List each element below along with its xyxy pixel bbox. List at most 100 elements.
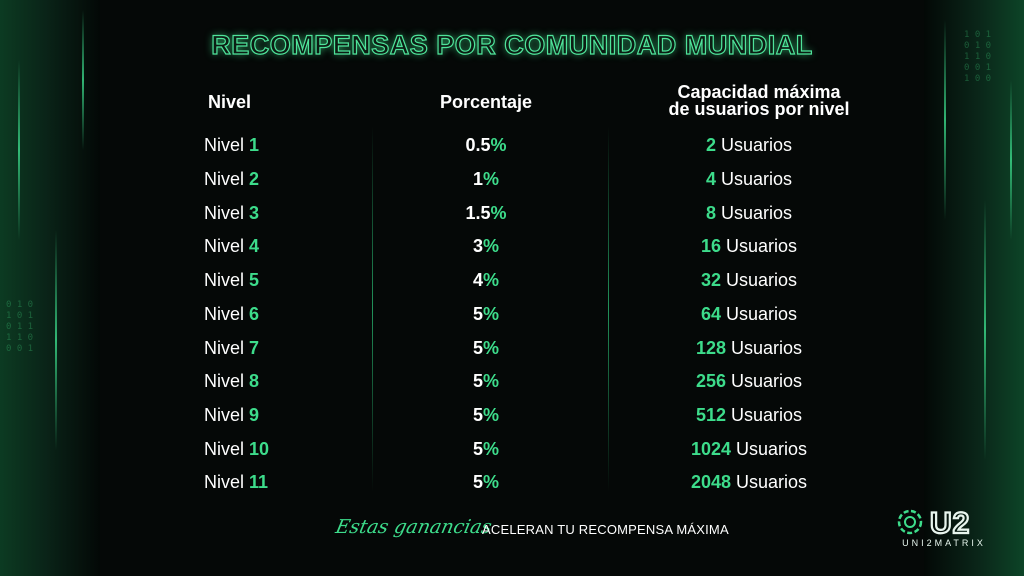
header-nivel: Nivel xyxy=(208,92,252,112)
percentage-cell: 3% xyxy=(398,236,574,257)
level-label: Nivel xyxy=(204,472,245,492)
capacity-cell: 4 Usuarios xyxy=(614,169,884,190)
header-capacidad-line1: Capacidad máxima xyxy=(677,82,841,102)
level-label: Nivel xyxy=(204,439,245,459)
percentage-cell: 5% xyxy=(398,472,574,493)
percentage-cell: 5% xyxy=(398,304,574,325)
logo-mark: U2 xyxy=(930,507,970,540)
capacity-cell: 256 Usuarios xyxy=(614,371,884,392)
capacity-value: 256 xyxy=(695,371,726,391)
capacity-value: 16 xyxy=(700,236,721,256)
capacity-value: 512 xyxy=(695,405,726,425)
capacity-unit: Usuarios xyxy=(721,203,793,223)
footer-script-text: Estas ganancias xyxy=(333,516,494,538)
percentage-value: 5 xyxy=(472,472,483,492)
percent-sign: % xyxy=(490,135,507,155)
percentage-cell: 5% xyxy=(398,439,574,460)
percentage-cell: 5% xyxy=(398,338,574,359)
footer-tagline: ACELERAN TU RECOMPENSA MÁXIMA xyxy=(482,522,729,537)
capacity-unit: Usuarios xyxy=(731,338,803,358)
column-divider xyxy=(608,126,609,492)
capacity-cell: 16 Usuarios xyxy=(614,236,884,257)
capacity-cell: 1024 Usuarios xyxy=(614,439,884,460)
percentage-cell: 5% xyxy=(398,371,574,392)
percentage-value: 5 xyxy=(472,371,483,391)
level-cell: Nivel 6 xyxy=(204,304,259,325)
level-number: 5 xyxy=(249,270,260,290)
capacity-unit: Usuarios xyxy=(721,135,793,155)
header-capacidad: Capacidad máxima de usuarios por nivel xyxy=(624,82,894,119)
capacity-cell: 128 Usuarios xyxy=(614,338,884,359)
capacity-cell: 64 Usuarios xyxy=(614,304,884,325)
capacity-cell: 8 Usuarios xyxy=(614,203,884,224)
capacity-unit: Usuarios xyxy=(721,169,793,189)
level-label: Nivel xyxy=(204,236,245,256)
percentage-value: 4 xyxy=(472,270,483,290)
level-label: Nivel xyxy=(204,338,245,358)
percent-sign: % xyxy=(483,472,500,492)
level-number: 8 xyxy=(249,371,260,391)
percentage-cell: 0.5% xyxy=(398,135,574,156)
table-row: Nivel 8 5% 256 Usuarios xyxy=(0,371,1024,401)
table-row: Nivel 2 1% 4 Usuarios xyxy=(0,169,1024,199)
level-cell: Nivel 10 xyxy=(204,439,269,460)
percentage-value: 5 xyxy=(472,304,483,324)
percentage-value: 1 xyxy=(472,169,483,189)
level-cell: Nivel 2 xyxy=(204,169,259,190)
level-label: Nivel xyxy=(204,405,245,425)
percentage-value: 5 xyxy=(472,405,483,425)
capacity-value: 2048 xyxy=(690,472,731,492)
level-label: Nivel xyxy=(204,371,245,391)
level-label: Nivel xyxy=(204,304,245,324)
percent-sign: % xyxy=(483,338,500,358)
level-cell: Nivel 8 xyxy=(204,371,259,392)
capacity-cell: 2048 Usuarios xyxy=(614,472,884,493)
percentage-cell: 1.5% xyxy=(398,203,574,224)
capacity-unit: Usuarios xyxy=(726,304,798,324)
table-row: Nivel 6 5% 64 Usuarios xyxy=(0,304,1024,334)
capacity-cell: 32 Usuarios xyxy=(614,270,884,291)
percentage-value: 5 xyxy=(472,338,483,358)
capacity-value: 1024 xyxy=(690,439,731,459)
percentage-cell: 4% xyxy=(398,270,574,291)
percent-sign: % xyxy=(483,169,500,189)
right-matrix-panel: 1 0 1 0 1 0 1 1 0 0 0 1 1 0 0 xyxy=(924,0,1024,576)
level-number: 11 xyxy=(249,472,269,492)
percentage-value: 1.5 xyxy=(465,203,491,223)
table-row: Nivel 1 0.5% 2 Usuarios xyxy=(0,135,1024,165)
percentage-value: 3 xyxy=(472,236,483,256)
level-cell: Nivel 4 xyxy=(204,236,259,257)
level-number: 6 xyxy=(249,304,260,324)
level-number: 3 xyxy=(249,203,260,223)
level-cell: Nivel 3 xyxy=(204,203,259,224)
percentage-cell: 1% xyxy=(398,169,574,190)
level-number: 2 xyxy=(249,169,260,189)
percentage-value: 0.5 xyxy=(465,135,491,155)
percent-sign: % xyxy=(483,236,500,256)
capacity-value: 64 xyxy=(700,304,721,324)
table-row: Nivel 5 4% 32 Usuarios xyxy=(0,270,1024,300)
capacity-value: 2 xyxy=(705,135,716,155)
capacity-value: 128 xyxy=(695,338,726,358)
percent-sign: % xyxy=(483,439,500,459)
percent-sign: % xyxy=(490,203,507,223)
capacity-unit: Usuarios xyxy=(731,405,803,425)
capacity-unit: Usuarios xyxy=(736,472,808,492)
capacity-value: 32 xyxy=(700,270,721,290)
header-capacidad-line2: de usuarios por nivel xyxy=(668,99,850,119)
percentage-value: 5 xyxy=(472,439,483,459)
capacity-unit: Usuarios xyxy=(726,236,798,256)
percent-sign: % xyxy=(483,371,500,391)
uni2matrix-logo-icon: U2 xyxy=(897,506,970,541)
left-matrix-panel: 0 1 0 1 0 1 0 1 1 1 1 0 0 0 1 xyxy=(0,0,100,576)
level-number: 10 xyxy=(249,439,270,459)
capacity-cell: 2 Usuarios xyxy=(614,135,884,156)
level-label: Nivel xyxy=(204,169,245,189)
column-divider xyxy=(372,126,373,492)
capacity-unit: Usuarios xyxy=(731,371,803,391)
capacity-value: 4 xyxy=(705,169,716,189)
capacity-cell: 512 Usuarios xyxy=(614,405,884,426)
level-label: Nivel xyxy=(204,135,245,155)
level-cell: Nivel 5 xyxy=(204,270,259,291)
